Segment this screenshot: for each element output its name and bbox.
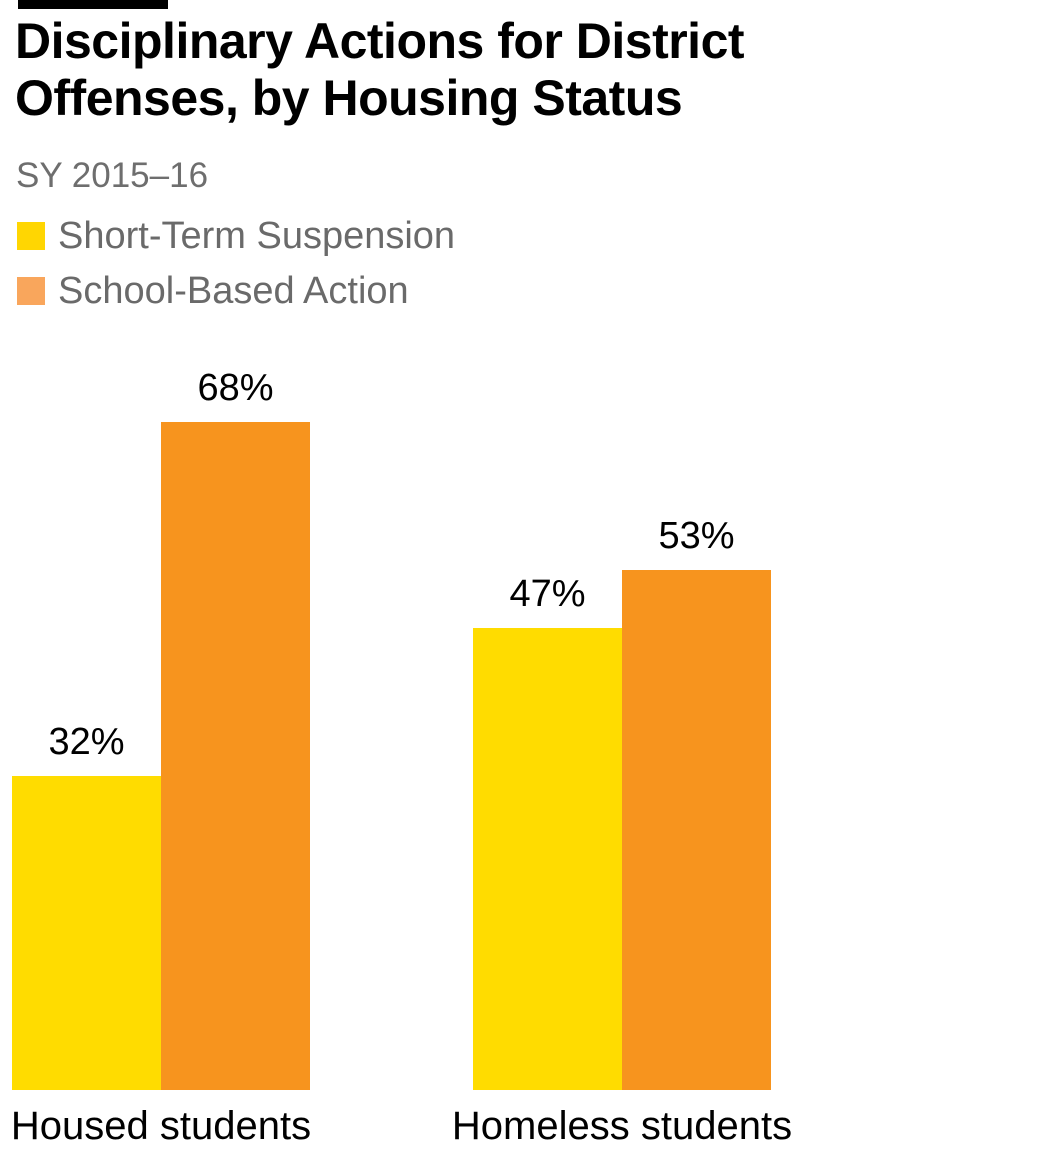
bar-short-term-suspension-housed-students bbox=[12, 775, 161, 1090]
legend-swatch-school-based-action bbox=[17, 277, 45, 305]
bar-short-term-suspension-homeless-students bbox=[473, 628, 622, 1090]
top-accent-bar bbox=[18, 0, 168, 9]
legend-item-school-based-action: School-Based Action bbox=[17, 270, 409, 312]
value-label-short-term-suspension-housed-students: 32% bbox=[48, 720, 125, 763]
value-label-school-based-action-housed-students: 68% bbox=[197, 367, 274, 410]
legend-label-short-term-suspension: Short-Term Suspension bbox=[58, 215, 456, 257]
chart-title: Disciplinary Actions for District Offense… bbox=[15, 13, 745, 127]
category-label-homeless-students: Homeless students bbox=[451, 1104, 793, 1148]
legend-label-school-based-action: School-Based Action bbox=[58, 270, 409, 312]
chart-title-line1: Disciplinary Actions for District bbox=[15, 13, 745, 69]
legend-item-short-term-suspension: Short-Term Suspension bbox=[17, 215, 456, 257]
bar-school-based-action-housed-students bbox=[161, 422, 310, 1090]
value-label-short-term-suspension-homeless-students: 47% bbox=[509, 573, 586, 616]
bar-school-based-action-homeless-students bbox=[622, 569, 771, 1090]
category-label-housed-students: Housed students bbox=[10, 1104, 312, 1148]
legend-swatch-short-term-suspension bbox=[17, 222, 45, 250]
value-label-school-based-action-homeless-students: 53% bbox=[658, 514, 735, 557]
chart-title-line2: Offenses, by Housing Status bbox=[15, 70, 683, 126]
chart-subtitle: SY 2015–16 bbox=[16, 156, 209, 195]
